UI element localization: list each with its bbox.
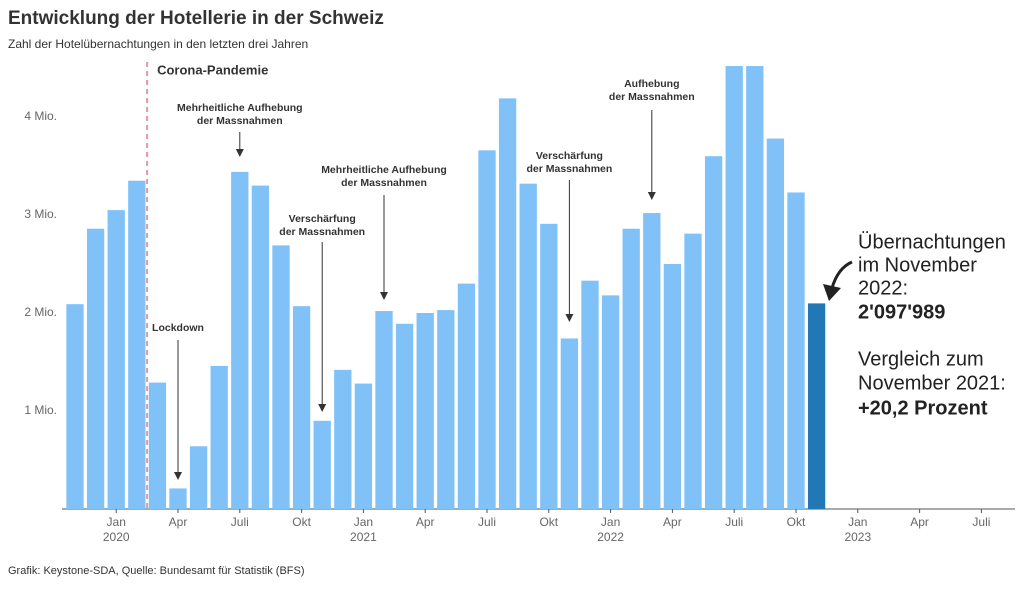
bar: [354, 383, 373, 509]
annotation-text: der Massnahmen: [197, 115, 283, 127]
annotation-text: der Massnahmen: [341, 177, 427, 189]
bar: [766, 138, 785, 509]
x-tick-label: Juli: [231, 515, 249, 529]
bar: [746, 66, 764, 509]
x-tick-label: Okt: [539, 515, 558, 529]
arrow-head: [174, 472, 182, 480]
bar: [292, 306, 311, 509]
x-year-label: 2021: [350, 530, 377, 544]
arrow-head: [565, 314, 574, 322]
callout-text: Übernachtungen: [858, 231, 1006, 253]
x-tick-label: Jan: [107, 515, 126, 529]
bar: [540, 223, 558, 509]
bar: [107, 210, 125, 509]
x-tick-label: Apr: [663, 515, 682, 529]
arrow-head: [647, 192, 656, 200]
bar: [169, 488, 187, 509]
x-tick-label: Juli: [478, 515, 496, 529]
annotation-text: Lockdown: [152, 322, 204, 334]
bar: [704, 156, 723, 509]
bar: [375, 311, 393, 509]
bar: [457, 283, 476, 509]
y-tick-label: 3 Mio.: [24, 207, 57, 221]
callout-value: 2'097'989: [858, 301, 945, 323]
x-tick-label: Jan: [601, 515, 620, 529]
x-tick-label: Okt: [292, 515, 311, 529]
callout-arrow: [830, 260, 853, 289]
x-tick-label: Juli: [972, 515, 990, 529]
x-year-label: 2020: [103, 530, 130, 544]
bar: [86, 228, 105, 509]
annotation-text: der Massnahmen: [527, 163, 613, 175]
annotation-text: Aufhebung: [624, 78, 679, 90]
bar: [313, 420, 331, 509]
x-tick-label: Jan: [354, 515, 373, 529]
bar: [478, 150, 496, 509]
arrow-head: [318, 404, 327, 412]
bar: [787, 192, 805, 509]
bar: [498, 98, 517, 509]
callout-text: Vergleich zum: [858, 348, 984, 370]
y-tick-label: 2 Mio.: [24, 305, 57, 319]
bar: [601, 295, 620, 509]
bar: [395, 323, 414, 509]
bar: [643, 213, 661, 510]
annotation-text: Mehrheitliche Aufhebung: [177, 102, 303, 114]
x-tick-label: Okt: [787, 515, 806, 529]
x-tick-label: Apr: [416, 515, 435, 529]
x-tick-label: Jan: [848, 515, 867, 529]
x-tick-label: Apr: [910, 515, 929, 529]
bar: [251, 185, 270, 509]
y-tick-label: 1 Mio.: [24, 403, 57, 417]
bar: [663, 264, 682, 509]
event-label: Corona-Pandemie: [157, 62, 268, 77]
bar: [519, 183, 537, 509]
callout-change: +20,2 Prozent: [858, 397, 988, 419]
x-tick-label: Apr: [169, 515, 188, 529]
callout-text: im November: [858, 254, 977, 276]
bar: [437, 310, 455, 509]
bar: [560, 338, 579, 509]
annotation-text: Verschärfung: [536, 150, 603, 162]
annotation-text: Verschärfung: [289, 213, 356, 225]
bar: [581, 280, 599, 509]
arrow-head: [235, 149, 244, 157]
bar: [148, 382, 167, 509]
source-note: Grafik: Keystone-SDA, Quelle: Bundesamt …: [8, 565, 305, 577]
bar: [66, 304, 84, 509]
annotation-text: Mehrheitliche Aufhebung: [321, 164, 447, 176]
callout-arrow-head: [823, 284, 841, 301]
x-year-label: 2023: [844, 530, 871, 544]
annotation-text: der Massnahmen: [609, 91, 695, 103]
chart-title: Entwicklung der Hotellerie in der Schwei…: [8, 8, 384, 29]
x-year-label: 2022: [597, 530, 624, 544]
bar: [622, 228, 640, 509]
annotation-text: der Massnahmen: [279, 226, 365, 238]
arrow-head: [380, 292, 388, 300]
callout-text: 2022:: [858, 277, 908, 299]
bar: [725, 66, 743, 509]
x-tick-label: Juli: [725, 515, 743, 529]
bar: [189, 446, 208, 509]
bar: [334, 369, 352, 509]
bar: [128, 180, 146, 509]
y-tick-label: 4 Mio.: [24, 109, 57, 123]
bar: [684, 233, 702, 509]
bar: [416, 313, 434, 509]
chart-subtitle: Zahl der Hotelübernachtungen in den letz…: [8, 37, 308, 51]
bar: [210, 365, 228, 509]
bar: [231, 171, 249, 509]
bar: [807, 303, 826, 509]
callout-text: November 2021:: [858, 372, 1006, 394]
bar: [272, 245, 290, 509]
